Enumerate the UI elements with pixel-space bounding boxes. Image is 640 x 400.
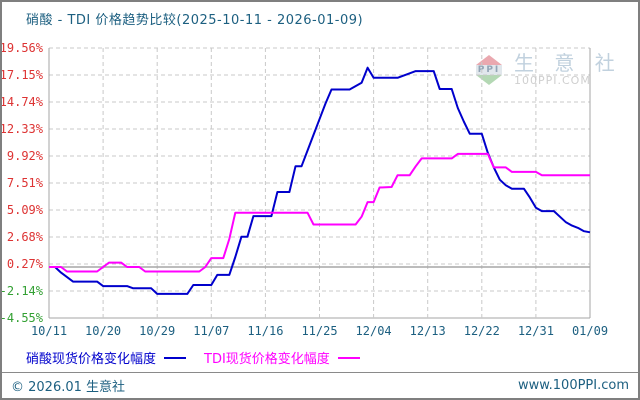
x-axis-tick-label: 12/31 xyxy=(518,324,554,338)
y-axis-tick-label: -2.14% xyxy=(2,284,44,298)
x-axis-tick-label: 11/07 xyxy=(193,324,229,338)
series-line-nitric-acid xyxy=(49,66,591,295)
y-axis-tick-label: 7.51% xyxy=(7,176,44,190)
series-line-tdi xyxy=(49,152,590,273)
x-axis-tick-label: 11/25 xyxy=(301,324,337,338)
legend-line-swatch-tdi xyxy=(337,356,360,359)
trend-chart-canvas: 19.56% 17.15% 14.74% 12.33% 9.92% 7.51% 5.09% 2… xyxy=(2,41,608,338)
x-axis-tick-label: 12/04 xyxy=(356,324,392,338)
footer-bar: © 2026.01 生意社 www.100PPI.com xyxy=(2,372,638,398)
x-axis-tick-label: 12/22 xyxy=(464,324,500,338)
website-link[interactable]: www.100PPI.com xyxy=(517,378,629,393)
y-axis-tick-label: 12.33% xyxy=(2,122,44,136)
y-axis-tick-label: 17.15% xyxy=(2,68,44,82)
x-axis-tick-label: 10/29 xyxy=(139,324,175,338)
chart-legend: 硝酸现货价格变化幅度 TDI现货价格变化幅度 xyxy=(26,348,378,367)
copyright-text: © 2026.01 生意社 xyxy=(11,380,126,395)
x-axis-tick-label: 10/11 xyxy=(31,324,67,338)
y-axis-tick-label: 9.92% xyxy=(7,149,44,163)
y-axis-tick-label: 2.68% xyxy=(7,230,44,244)
y-axis-tick-label: 0.27% xyxy=(7,257,44,271)
legend-line-swatch-nitric-acid xyxy=(164,356,187,359)
y-axis-tick-label: 5.09% xyxy=(7,203,44,217)
y-axis-tick-label: 14.74% xyxy=(2,95,44,109)
x-axis-tick-label: 01/09 xyxy=(572,324,608,338)
page-title: 硝酸 - TDI 价格趋势比较(2025-10-11 - 2026-01-09) xyxy=(26,13,364,28)
legend-label-nitric-acid: 硝酸现货价格变化幅度 xyxy=(26,352,157,367)
y-axis-tick-label: -4.55% xyxy=(2,311,44,325)
y-axis-tick-label: 19.56% xyxy=(2,41,44,55)
x-axis-tick-label: 11/16 xyxy=(247,324,283,338)
x-axis-tick-label: 10/20 xyxy=(85,324,121,338)
x-axis-tick-label: 12/13 xyxy=(410,324,446,338)
legend-label-tdi: TDI现货价格变化幅度 xyxy=(204,352,330,367)
